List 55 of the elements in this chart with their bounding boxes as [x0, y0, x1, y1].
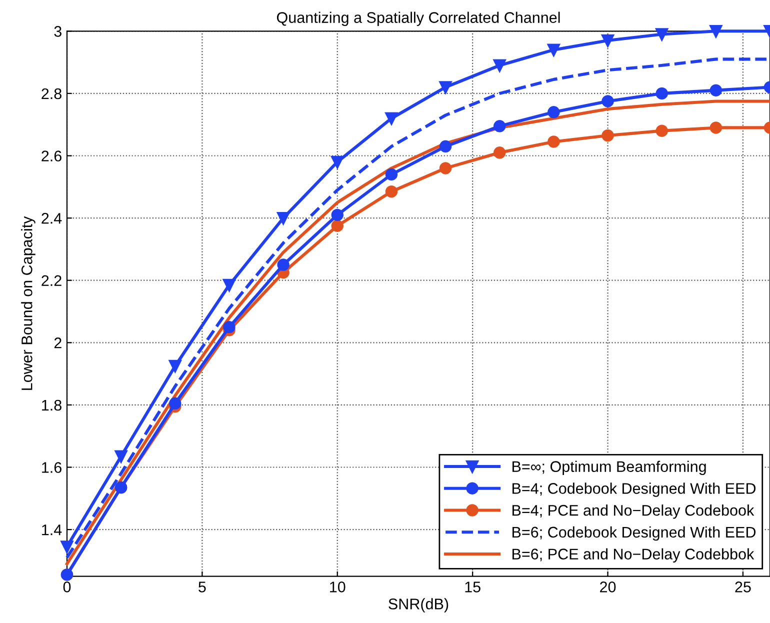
point: [223, 320, 236, 334]
y-tick-label: 2.6: [42, 150, 62, 162]
point: [710, 25, 722, 38]
y-tick-label: 2.8: [42, 88, 62, 100]
point: [114, 450, 128, 462]
point: [602, 129, 614, 142]
point: [277, 212, 290, 224]
y-axis-title: Lower Bound on Capacity: [21, 216, 36, 390]
point: [656, 87, 668, 100]
point: [656, 124, 668, 137]
point: [60, 540, 74, 553]
legend-label: B=6; Codebook Designed With EED: [512, 526, 756, 541]
y-tick-label: 2.2: [42, 275, 62, 286]
point: [169, 360, 182, 372]
legend-label: B=∞; Optimum Beamforming: [512, 460, 706, 475]
point: [385, 168, 398, 181]
y-tick-label: 1.4: [42, 524, 62, 536]
point: [277, 258, 290, 271]
y-tick-label: 1.8: [42, 400, 62, 411]
chart-title: Quantizing a Spatially Correlated Channel: [276, 12, 560, 26]
x-tick-label: 5: [198, 582, 206, 592]
point: [494, 146, 506, 159]
point: [169, 397, 182, 410]
point: [385, 112, 398, 124]
point: [548, 106, 560, 118]
y-tick-label: 2.4: [42, 212, 62, 224]
x-tick-label: 10: [330, 582, 346, 592]
legend-label: B=4; PCE and No−Delay Codebook: [512, 504, 754, 519]
point: [439, 140, 452, 153]
x-tick-label: 25: [735, 582, 751, 592]
point: [385, 185, 398, 198]
point: [331, 220, 344, 232]
y-tick-label: 2: [54, 338, 62, 348]
point: [710, 122, 722, 134]
x-tick-label: 15: [465, 582, 480, 592]
point: [710, 84, 722, 96]
legend-label: B=6; PCE and No−Delay Codebbok: [512, 548, 754, 563]
point: [494, 120, 506, 132]
x-tick-label: 0: [63, 582, 71, 592]
point: [602, 95, 614, 108]
x-tick-label: 20: [600, 582, 616, 592]
point: [602, 34, 614, 47]
point: [656, 28, 668, 40]
y-tick-label: 1.6: [42, 462, 62, 473]
y-tick-label: 3: [54, 26, 62, 37]
point: [439, 162, 452, 174]
point: [548, 136, 560, 148]
point: [331, 208, 344, 222]
point: [494, 59, 506, 72]
point: [548, 44, 560, 56]
x-axis-title: SNR(dB): [388, 598, 448, 612]
legend-label: B=4; Codebook Designed With EED: [512, 482, 756, 497]
point: [439, 81, 452, 94]
point: [223, 278, 236, 292]
point: [331, 156, 344, 168]
